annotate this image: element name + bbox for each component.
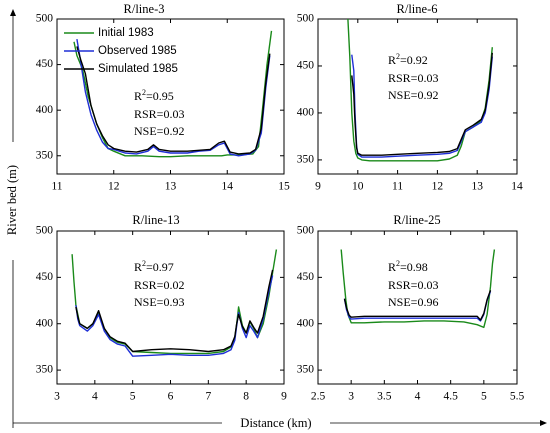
- y-tick-label: 400: [36, 104, 54, 116]
- nse-stat: NSE=0.96: [388, 295, 438, 309]
- rsr-stat: RSR=0.03: [134, 107, 184, 121]
- x-axis-title: Distance (km): [240, 416, 311, 430]
- x-tick-label: 4: [415, 391, 421, 403]
- series-line-observed-1985: [76, 38, 271, 157]
- x-tick-label: 6: [168, 391, 174, 403]
- x-tick-label: 2.5: [311, 391, 326, 403]
- series-line-simulated-1985: [343, 290, 492, 321]
- x-tick-label: 9: [315, 181, 321, 193]
- x-tick-label: 4.5: [443, 391, 458, 403]
- y-ticks: 350 400 450 500: [297, 13, 517, 166]
- x-ticks: 2.5 3 3.5 4 4.5 5 5.5: [311, 231, 525, 403]
- x-tick-label: 5: [481, 391, 487, 403]
- x-tick-label: 11: [51, 181, 62, 193]
- series-line-initial-1983: [347, 18, 493, 162]
- x-tick-label: 9: [281, 391, 287, 403]
- x-tick-label: 5: [130, 391, 136, 403]
- stats-box: R2=0.97 RSR=0.02 NSE=0.93: [134, 259, 184, 309]
- y-tick-label: 450: [297, 60, 315, 72]
- x-tick-label: 8: [243, 391, 249, 403]
- y-tick-label: 350: [297, 364, 315, 376]
- panel-r-line-3: R/line-3 350 400 450 500 11 12 13 14 15 Initial…: [36, 2, 290, 193]
- series-line-simulated-1985: [76, 46, 271, 155]
- nse-stat: NSE=0.93: [134, 295, 184, 309]
- y-ticks: 350 400 450 500: [36, 13, 284, 161]
- stats-box: R2=0.95 RSR=0.03 NSE=0.92: [134, 88, 184, 138]
- r-squared-stat: R2=0.95: [134, 88, 174, 103]
- y-tick-label: 350: [36, 149, 54, 161]
- y-tick-label: 350: [297, 154, 315, 166]
- series-line-observed-1985: [75, 275, 274, 357]
- y-axis-title: River bed (m): [5, 165, 19, 235]
- y-tick-label: 400: [297, 107, 315, 119]
- x-tick-label: 7: [205, 391, 211, 403]
- x-tick-label: 14: [222, 181, 234, 193]
- y-tick-label: 500: [297, 13, 315, 25]
- x-ticks: 11 12 13 14 15: [51, 19, 290, 193]
- panel-title: R/line-25: [393, 213, 440, 227]
- plot-frame: [317, 18, 518, 175]
- x-axis-title-group: Distance (km): [13, 416, 547, 430]
- stats-box: R2=0.98 RSR=0.03 NSE=0.96: [388, 259, 438, 309]
- r-squared-stat: R2=0.92: [388, 52, 428, 67]
- panel-r-line-25: R/line-25 350 400 450 500 2.5 3 3.5 4 4.5 5 5.5 R…: [297, 213, 525, 403]
- y-ticks: 350 400 450 500: [297, 225, 517, 376]
- x-ticks: 3 4 5 6 7 8 9: [54, 231, 287, 403]
- x-tick-label: 5.5: [510, 391, 525, 403]
- series-layer: [340, 249, 496, 329]
- legend-label-initial: Initial 1983: [98, 27, 154, 39]
- y-axis-title-group: River bed (m): [5, 9, 19, 428]
- y-tick-label: 450: [297, 271, 315, 283]
- panel-title: R/line-6: [397, 2, 438, 16]
- legend-label-simulated: Simulated 1985: [98, 63, 178, 75]
- y-ticks: 350 400 450 500: [36, 225, 284, 376]
- rsr-stat: RSR=0.03: [388, 71, 438, 85]
- x-tick-label: 11: [392, 181, 403, 193]
- r-squared-stat: R2=0.97: [134, 259, 174, 274]
- series-line-simulated-1985: [75, 269, 274, 353]
- y-tick-label: 350: [36, 364, 54, 376]
- panel-title: R/line-13: [132, 213, 179, 227]
- x-tick-label: 13: [471, 181, 483, 193]
- series-layer: [347, 18, 493, 162]
- rsr-stat: RSR=0.02: [134, 278, 184, 292]
- series-layer: [71, 249, 278, 357]
- x-tick-label: 3.5: [377, 391, 392, 403]
- y-tick-label: 500: [36, 13, 54, 25]
- series-layer: [73, 30, 273, 158]
- rsr-stat: RSR=0.03: [388, 278, 438, 292]
- y-tick-label: 400: [297, 317, 315, 329]
- y-tick-label: 450: [36, 271, 54, 283]
- x-tick-label: 4: [92, 391, 98, 403]
- panel-r-line-6: R/line-6 350 400 450 500 9 10 11 12 13 14 R2=0.9…: [297, 2, 523, 193]
- y-tick-label: 400: [36, 317, 54, 329]
- legend-label-observed: Observed 1985: [98, 45, 177, 57]
- x-ticks: 9 10 11 12 13 14: [315, 19, 523, 193]
- x-tick-label: 3: [348, 391, 354, 403]
- y-tick-label: 500: [36, 225, 54, 237]
- panel-title: R/line-3: [124, 2, 165, 16]
- x-tick-label: 15: [278, 181, 290, 193]
- x-tick-label: 13: [165, 181, 177, 193]
- y-tick-label: 500: [297, 225, 315, 237]
- panel-r-line-13: R/line-13 350 400 450 500 3 4 5 6 7 8 9 R2=0.97 R…: [36, 213, 287, 403]
- x-tick-label: 3: [54, 391, 60, 403]
- y-tick-label: 450: [36, 58, 54, 70]
- legend: Initial 1983 Observed 1985 Simulated 198…: [64, 27, 178, 75]
- x-tick-label: 12: [108, 181, 120, 193]
- x-tick-label: 14: [511, 181, 523, 193]
- x-tick-label: 12: [432, 181, 444, 193]
- nse-stat: NSE=0.92: [134, 124, 184, 138]
- x-tick-label: 10: [352, 181, 364, 193]
- r-squared-stat: R2=0.98: [388, 259, 428, 274]
- stats-box: R2=0.92 RSR=0.03 NSE=0.92: [388, 52, 438, 102]
- nse-stat: NSE=0.92: [388, 88, 438, 102]
- series-line-simulated-1985: [351, 52, 493, 156]
